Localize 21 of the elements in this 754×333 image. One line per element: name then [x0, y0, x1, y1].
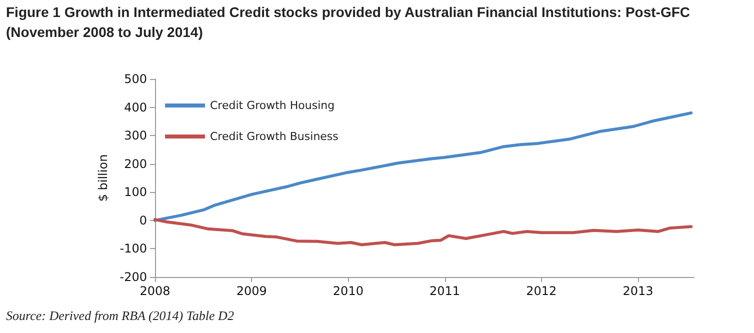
line-series	[154, 218, 693, 246]
y-tick-label: 100	[124, 185, 147, 200]
line-series	[154, 111, 693, 222]
legend-label: Credit Growth Business	[210, 130, 339, 143]
x-tick-label: 2010	[332, 284, 364, 298]
x-tick-label: 2009	[236, 284, 267, 298]
y-axis-title: $ billion	[96, 154, 110, 202]
y-tick-label: 0	[139, 213, 147, 228]
y-tick-label: 200	[124, 156, 147, 171]
y-tick-label: 500	[124, 72, 147, 86]
y-tick-label: -200	[120, 270, 147, 284]
y-tick-label: 300	[124, 128, 147, 143]
y-tick-label: 400	[124, 100, 147, 114]
x-tick-label: 2011	[430, 284, 460, 298]
x-tick-label: 2012	[526, 284, 557, 298]
y-tick-label: -100	[120, 242, 147, 256]
legend-label: Credit Growth Housing	[210, 99, 335, 112]
x-tick-label: 2008	[140, 284, 170, 298]
source-note: Source: Derived from RBA (2014) Table D2	[6, 308, 234, 324]
x-tick-label: 2013	[622, 284, 654, 298]
chart-title: Figure 1 Growth in Intermediated Credit stocks provided by Australian Financial Institutions: Post-GFC (November 2008 to July 2014)	[6, 3, 692, 42]
